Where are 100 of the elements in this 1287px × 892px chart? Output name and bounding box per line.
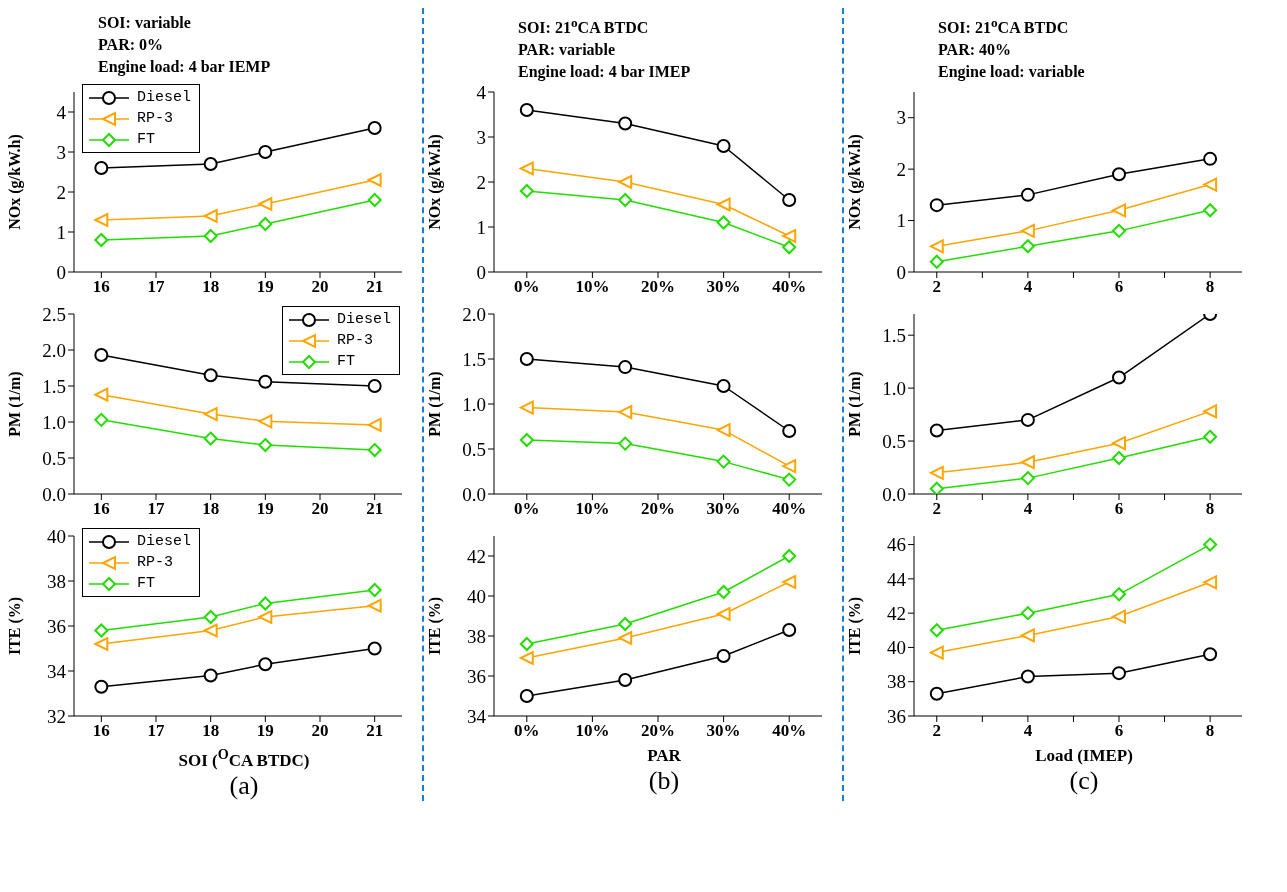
point: [258, 197, 273, 211]
y-tick-label: 36: [467, 665, 486, 687]
point: [618, 673, 633, 687]
y-tick-label: 34: [467, 705, 487, 727]
point: [367, 443, 382, 458]
point: [1203, 404, 1218, 419]
x-tick-label: 19: [256, 499, 274, 519]
y-tick-label: 2: [56, 181, 66, 203]
y-tick-label: 1.5: [882, 324, 906, 346]
point: [716, 139, 731, 153]
point: [519, 184, 534, 198]
y-tick-label: 40: [47, 525, 66, 547]
point: [94, 637, 109, 651]
y-tick-label: 3: [896, 107, 906, 129]
point: [94, 412, 109, 427]
x-tick-label: 4: [1023, 499, 1033, 519]
x-tick-label: 0%: [514, 499, 540, 519]
x-tick-label: 16: [92, 721, 110, 741]
x-tick-label: 20%: [641, 721, 675, 741]
y-axis-title: ITE (%): [425, 596, 444, 656]
y-tick-label: 36: [887, 705, 906, 727]
point: [929, 423, 944, 438]
x-tick-label: 20%: [641, 277, 675, 297]
point: [1112, 666, 1126, 681]
x-tick-label: 30%: [706, 499, 741, 519]
point: [203, 209, 218, 223]
x-tick-label: 21: [366, 277, 384, 297]
x-tick-label: 40%: [772, 721, 807, 741]
point: [929, 623, 944, 638]
y-tick-label: 0.0: [882, 483, 906, 505]
y-axis-title: NOx (g/kW.h): [845, 134, 864, 230]
point: [618, 116, 633, 131]
point: [519, 400, 534, 415]
point: [203, 610, 218, 624]
x-tick-label: 0%: [514, 277, 540, 297]
point: [782, 549, 797, 563]
point: [1020, 628, 1035, 643]
y-tick-label: 0.0: [462, 483, 486, 505]
point: [1020, 455, 1035, 470]
point: [929, 686, 944, 701]
x-tick-label: 10%: [575, 721, 610, 741]
point: [94, 679, 109, 694]
chart-title: SOI: 21$^{o}$CA BTDC PAR: 40% Engine load: variable: [937, 14, 1086, 81]
x-tick-label: 2: [932, 721, 942, 741]
y-tick-label: 2.0: [462, 303, 486, 325]
y-tick-label: 34: [47, 660, 67, 682]
point: [1112, 436, 1126, 451]
y-axis-title: ITE (%): [5, 596, 24, 656]
x-tick-label: 17: [147, 499, 165, 519]
x-tick-label: 20: [311, 499, 329, 519]
x-tick-label: 20%: [641, 499, 675, 519]
point: [94, 387, 109, 402]
y-tick-label: 0: [896, 261, 906, 283]
chart-title: SOI: 21$^{o}$CA BTDC PAR: variable Engine load: 4 bar IMEP: [517, 14, 692, 81]
x-tick-label: 16: [92, 499, 110, 519]
x-tick-label: 20: [311, 277, 329, 297]
x-axis-title: SOI ($^{O}$CA BTDC): [177, 746, 311, 771]
legend-label: FT: [137, 575, 156, 592]
y-tick-label: 0.5: [42, 447, 66, 469]
x-tick-label: 30%: [706, 721, 741, 741]
point: [94, 213, 109, 227]
point: [367, 379, 382, 393]
x-tick-label: 17: [147, 277, 165, 297]
point: [1203, 151, 1218, 166]
y-tick-label: 2: [896, 158, 906, 180]
point: [367, 583, 382, 597]
y-tick-label: 1.0: [42, 411, 66, 433]
x-tick-label: 8: [1205, 499, 1215, 519]
x-tick-label: 30%: [706, 277, 741, 297]
point: [94, 348, 109, 363]
point: [782, 193, 797, 207]
point: [929, 254, 944, 269]
text: (b): [647, 766, 681, 796]
y-tick-label: 1.0: [882, 377, 906, 399]
x-tick-label: 20: [311, 721, 329, 741]
x-tick-label: 18: [202, 277, 220, 297]
legend-label: RP-3: [137, 110, 174, 127]
point: [1112, 587, 1126, 602]
point: [367, 598, 382, 613]
point: [519, 651, 534, 665]
point: [1112, 451, 1126, 465]
point: [1203, 575, 1218, 590]
x-tick-label: 21: [366, 721, 384, 741]
y-tick-label: 4: [56, 101, 67, 123]
point: [1020, 223, 1035, 238]
point: [1112, 223, 1126, 238]
legend-label: FT: [336, 353, 355, 370]
y-tick-label: 0: [56, 261, 66, 283]
y-tick-label: 0.0: [42, 483, 66, 505]
y-tick-label: 2.5: [42, 303, 66, 325]
point: [519, 103, 534, 117]
y-tick-label: 3: [476, 126, 486, 148]
point: [258, 145, 273, 159]
y-tick-label: 44: [887, 568, 907, 590]
point: [519, 433, 534, 447]
point: [929, 465, 944, 480]
point: [929, 645, 944, 660]
point: [1112, 370, 1126, 385]
point: [618, 175, 633, 189]
y-tick-label: 42: [887, 602, 906, 624]
